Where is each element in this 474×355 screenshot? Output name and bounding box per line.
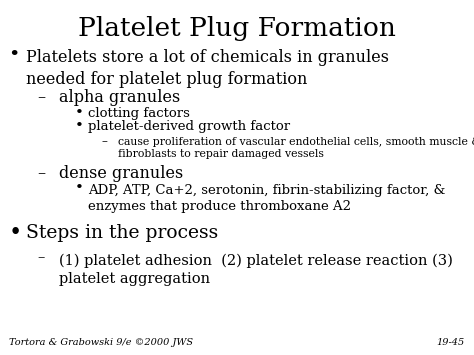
Text: ADP, ATP, Ca+2, serotonin, fibrin-stabilizing factor, &
enzymes that produce thr: ADP, ATP, Ca+2, serotonin, fibrin-stabil… bbox=[88, 184, 445, 213]
Text: Tortora & Grabowski 9/e ©2000 JWS: Tortora & Grabowski 9/e ©2000 JWS bbox=[9, 338, 193, 347]
Text: platelet-derived growth factor: platelet-derived growth factor bbox=[88, 120, 290, 133]
Text: •: • bbox=[9, 222, 22, 244]
Text: –: – bbox=[102, 135, 108, 148]
Text: clotting factors: clotting factors bbox=[88, 106, 190, 120]
Text: Platelet Plug Formation: Platelet Plug Formation bbox=[78, 16, 396, 41]
Text: alpha granules: alpha granules bbox=[59, 89, 181, 106]
Text: Platelets store a lot of chemicals in granules
needed for platelet plug formatio: Platelets store a lot of chemicals in gr… bbox=[26, 49, 389, 88]
Text: •: • bbox=[75, 181, 84, 195]
Text: (1) platelet adhesion  (2) platelet release reaction (3)
platelet aggregation: (1) platelet adhesion (2) platelet relea… bbox=[59, 254, 453, 286]
Text: –: – bbox=[37, 250, 45, 264]
Text: Steps in the process: Steps in the process bbox=[26, 224, 219, 242]
Text: 19-45: 19-45 bbox=[436, 338, 465, 347]
Text: •: • bbox=[75, 106, 84, 120]
Text: –: – bbox=[37, 165, 45, 182]
Text: •: • bbox=[9, 46, 20, 64]
Text: cause proliferation of vascular endothelial cells, smooth muscle &
fibroblasts t: cause proliferation of vascular endothel… bbox=[118, 137, 474, 159]
Text: •: • bbox=[75, 119, 84, 133]
Text: dense granules: dense granules bbox=[59, 165, 183, 182]
Text: –: – bbox=[37, 89, 45, 106]
